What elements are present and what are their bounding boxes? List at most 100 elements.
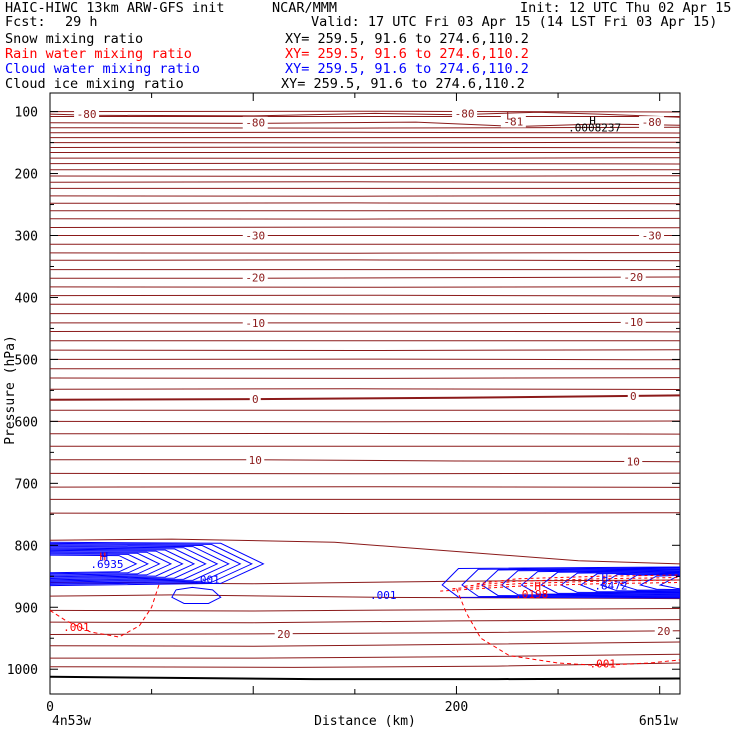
isotherm-10 (50, 459, 681, 463)
isotherm-line (49, 217, 681, 220)
isotherm-line (49, 312, 681, 315)
valid-time: Valid: 17 UTC Fri 03 Apr 15 (14 LST Fri … (311, 14, 718, 30)
cloud-water-contour (49, 541, 265, 587)
isotherm-label: -30 (642, 230, 662, 243)
isotherm-line (49, 619, 681, 624)
isotherm-label: -80 (455, 107, 475, 120)
rain-water-contour (464, 577, 681, 587)
extremum-label: .0198 (515, 588, 548, 601)
contour-value-label: .001 (370, 589, 397, 602)
isotherm-line (49, 157, 681, 159)
cloud-water-contour (49, 544, 242, 584)
isotherm-label-bg (242, 316, 268, 329)
isotherm-label-bg (452, 107, 478, 120)
cloud-water-contour (49, 546, 219, 582)
isotherm-label: -20 (623, 271, 643, 284)
rain-water-contour (452, 579, 681, 590)
extremum-label: H (102, 550, 109, 563)
y-tick-label: 900 (15, 601, 38, 616)
isotherm-label-bg (242, 116, 268, 129)
isotherm-label: 20 (277, 628, 290, 641)
rain-water-contour (440, 582, 681, 592)
y-tick-label: 600 (15, 415, 38, 430)
cloud-water-contour (599, 573, 681, 592)
extremum-label: H (601, 572, 608, 585)
isotherm-line (49, 432, 681, 435)
cloud-water-contour (49, 551, 173, 577)
isotherm--10 (50, 321, 681, 324)
isotherm-line (49, 126, 681, 129)
y-tick-label: 100 (15, 106, 38, 121)
isotherm-label-bg (249, 393, 261, 406)
isotherm-line (49, 358, 681, 361)
extremum-label: .6935 (90, 558, 123, 571)
cloud-water-contour (540, 570, 681, 595)
contour-value-label: .001 (590, 658, 617, 671)
cloud-water-contour (441, 566, 681, 599)
legend-cloudwater-label: Cloud water mixing ratio (5, 61, 201, 77)
isotherm-line (49, 181, 681, 184)
isotherm-label-bg (74, 108, 100, 121)
legend-snow-xy: XY= 259.5, 91.6 to 274.6,110.2 (285, 31, 529, 47)
extremum-label: H (589, 114, 596, 127)
rain-water-contour (476, 574, 681, 585)
rain-water-contour (49, 582, 161, 638)
isotherm-line (49, 608, 681, 612)
isotherm-line (49, 349, 681, 352)
y-tick-label: 400 (15, 291, 38, 306)
y-tick-label: 800 (15, 539, 38, 554)
legend-snow-label: Snow mixing ratio (5, 31, 144, 47)
isotherm-line (49, 388, 681, 390)
init-time: Init: 12 UTC Thu 02 Apr 15 (520, 0, 732, 16)
legend-rain-label: Rain water mixing ratio (5, 46, 192, 62)
x-tick-label: 0 (46, 700, 54, 715)
isotherm-line (49, 131, 681, 134)
isotherm-label: 0 (630, 390, 637, 403)
legend-cloudice-xy: XY= 259.5, 91.6 to 274.6,110.2 (281, 76, 525, 92)
isotherm-line (49, 294, 681, 297)
isotherm-label-bg (654, 624, 673, 637)
y-tick-label: 500 (15, 353, 38, 368)
cloud-water-contour (579, 572, 681, 593)
cloud-water-contour (49, 554, 138, 574)
cloud-water-contour (49, 553, 149, 575)
isotherm-label: -10 (623, 316, 643, 329)
cloud-water-contour (49, 542, 253, 585)
cloud-water-contour (520, 569, 681, 596)
legend-cloudice-label: Cloud ice mixing ratio (5, 76, 184, 92)
y-tick-label: 700 (15, 477, 38, 492)
x-tick-label: 200 (445, 700, 468, 715)
isotherm-line (49, 110, 681, 113)
isotherm-label-bg (242, 229, 268, 242)
y-axis-title: Pressure (hPa) (3, 335, 18, 445)
isotherm-line (49, 175, 681, 177)
cloud-water-contour (49, 548, 196, 579)
isotherm-label-bg (627, 389, 639, 402)
legend-cloudwater-xy: XY= 259.5, 91.6 to 274.6,110.2 (285, 61, 529, 77)
isotherm-label-bg (620, 316, 646, 329)
y-tick-label: 1000 (7, 663, 38, 678)
extremum-label: L (506, 109, 513, 122)
extremum-label: H (534, 580, 541, 593)
rain-water-contour (456, 588, 681, 667)
isotherm-label: 10 (627, 456, 640, 469)
isotherm-label-bg (274, 627, 293, 640)
isotherm-label-bg (246, 453, 265, 466)
isotherm-line (49, 146, 681, 149)
extremum-label: .8472 (594, 580, 627, 593)
cloud-water-contour (461, 567, 681, 598)
isotherm-line (49, 538, 681, 565)
extremum-label: H (100, 550, 107, 563)
legend-rain-xy: XY= 259.5, 91.6 to 274.6,110.2 (285, 46, 529, 62)
x-end-location: 6n51w (639, 714, 678, 729)
y-tick-label: 200 (15, 168, 38, 183)
cloud-water-contour (49, 549, 184, 578)
cloud-water-contour (639, 574, 681, 591)
isotherm-line (49, 662, 681, 668)
isotherm-line (49, 594, 681, 600)
org-label: NCAR/MMM (272, 0, 338, 16)
isotherm-label-bg (500, 115, 526, 128)
isotherm-line (49, 420, 681, 423)
isotherm-label: -81 (503, 116, 523, 129)
isotherm-label-bg (639, 229, 665, 242)
